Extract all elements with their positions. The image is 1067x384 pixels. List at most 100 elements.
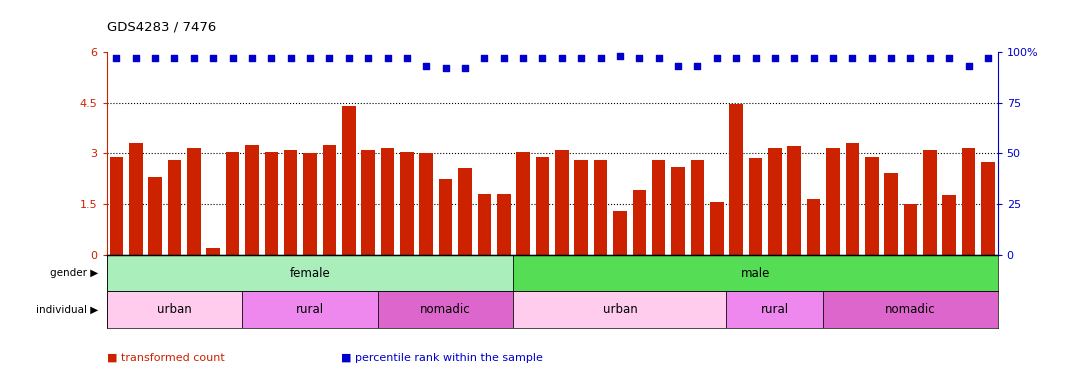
Bar (730, 104, 743, 255)
Point (302, 55, 319, 61)
Point (844, 55, 861, 61)
Point (127, 55, 144, 61)
Bar (148, 177, 162, 255)
Point (514, 55, 531, 61)
Point (806, 55, 823, 61)
Bar (826, 148, 840, 255)
Bar (381, 148, 395, 255)
Bar (245, 145, 258, 255)
Point (495, 55, 512, 61)
Point (863, 55, 880, 61)
Text: urban: urban (157, 303, 192, 316)
Point (592, 55, 609, 61)
Bar (749, 158, 762, 255)
Point (166, 55, 184, 61)
Bar (439, 179, 452, 255)
Point (650, 55, 667, 61)
Bar (284, 150, 298, 255)
Point (262, 55, 280, 61)
Bar (824, 291, 998, 328)
Point (437, 65, 455, 71)
Bar (846, 143, 859, 255)
Bar (242, 291, 378, 328)
Bar (187, 148, 201, 255)
Point (785, 55, 802, 61)
Bar (226, 152, 239, 255)
Bar (555, 150, 569, 255)
Bar (652, 160, 666, 255)
Text: rural: rural (761, 303, 789, 316)
Bar (419, 153, 433, 255)
Bar (787, 146, 801, 255)
Point (689, 63, 706, 69)
Bar (110, 157, 123, 255)
Bar (378, 291, 513, 328)
Bar (865, 157, 878, 255)
Point (980, 55, 997, 61)
Point (476, 55, 493, 61)
Point (321, 55, 338, 61)
Bar (107, 291, 242, 328)
Text: GDS4283 / 7476: GDS4283 / 7476 (107, 21, 216, 34)
Bar (206, 248, 220, 255)
Bar (727, 291, 824, 328)
Point (825, 55, 842, 61)
Bar (322, 145, 336, 255)
Bar (129, 143, 143, 255)
Bar (400, 152, 414, 255)
Text: urban: urban (603, 303, 637, 316)
Bar (614, 211, 626, 255)
Bar (343, 106, 355, 255)
Text: rural: rural (296, 303, 324, 316)
Bar (458, 169, 472, 255)
Text: ■ percentile rank within the sample: ■ percentile rank within the sample (341, 353, 543, 363)
Point (146, 55, 163, 61)
Point (747, 55, 764, 61)
Bar (265, 152, 278, 255)
Bar (690, 160, 704, 255)
Bar (904, 204, 918, 255)
Bar (594, 160, 607, 255)
Point (766, 55, 783, 61)
Point (921, 55, 938, 61)
Point (379, 55, 396, 61)
Bar (923, 150, 937, 255)
Point (573, 55, 590, 61)
Text: gender ▶: gender ▶ (49, 268, 98, 278)
Bar (982, 162, 994, 255)
Bar (671, 167, 685, 255)
Point (669, 63, 686, 69)
Bar (633, 190, 647, 255)
Text: male: male (740, 266, 770, 280)
Point (340, 55, 357, 61)
Bar (513, 255, 998, 291)
Bar (303, 153, 317, 255)
Text: ■ transformed count: ■ transformed count (107, 353, 224, 363)
Bar (885, 174, 898, 255)
Point (728, 55, 745, 61)
Point (882, 55, 899, 61)
Point (708, 55, 726, 61)
Point (534, 55, 551, 61)
Point (554, 55, 571, 61)
Bar (961, 148, 975, 255)
Text: nomadic: nomadic (886, 303, 936, 316)
Point (611, 53, 628, 59)
Bar (168, 160, 181, 255)
Point (941, 55, 958, 61)
Bar (513, 291, 727, 328)
Text: female: female (290, 266, 331, 280)
Point (631, 55, 648, 61)
Bar (710, 202, 723, 255)
Bar (362, 150, 375, 255)
Point (224, 55, 241, 61)
Bar (107, 255, 513, 291)
Text: individual ▶: individual ▶ (35, 305, 98, 315)
Point (418, 63, 435, 69)
Point (282, 55, 299, 61)
Bar (478, 194, 491, 255)
Bar (942, 195, 956, 255)
Bar (807, 199, 821, 255)
Point (205, 55, 222, 61)
Bar (497, 194, 510, 255)
